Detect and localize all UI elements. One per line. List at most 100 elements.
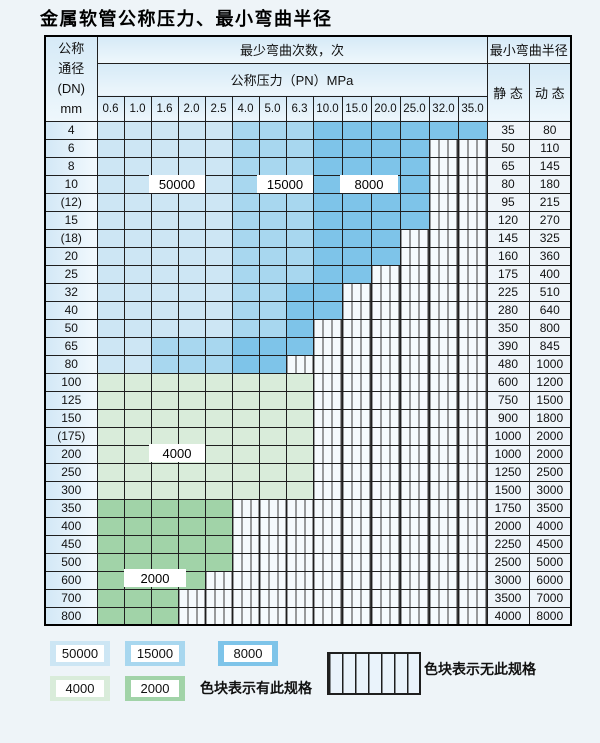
spec-cell-50000: [150, 192, 179, 212]
no-spec-cell: [457, 534, 488, 554]
dynamic-radius-cell: 1200: [528, 372, 572, 392]
no-spec-cell: [341, 444, 372, 464]
no-spec-cell: [399, 264, 430, 284]
pressure-col-header: 1.6: [150, 95, 179, 122]
dn-cell: 600: [44, 570, 98, 590]
spec-cell-50000: [204, 246, 233, 266]
no-spec-cell: [370, 462, 401, 482]
spec-cell-50000: [150, 156, 179, 176]
spec-cell-50000: [177, 156, 206, 176]
pressure-col-header: 20.0: [370, 95, 401, 122]
spec-cell-8000: [341, 138, 372, 158]
no-spec-cell: [370, 336, 401, 356]
spec-cell-50000: [150, 120, 179, 140]
spec-cell-50000: [123, 156, 152, 176]
no-spec-cell: [258, 534, 287, 554]
spec-cell-15000: [231, 138, 260, 158]
spec-cell-50000: [150, 210, 179, 230]
spec-cell-4000: [123, 372, 152, 392]
no-spec-cell: [312, 408, 343, 428]
no-spec-cell: [399, 498, 430, 518]
static-radius-cell: 350: [486, 318, 530, 338]
spec-cell-50000: [150, 300, 179, 320]
spec-cell-8000: [399, 138, 430, 158]
no-spec-cell: [428, 444, 459, 464]
no-spec-cell: [399, 426, 430, 446]
dn-cell: 25: [44, 264, 98, 284]
spec-cell-8000: [312, 138, 343, 158]
static-radius-cell: 3500: [486, 588, 530, 608]
no-spec-cell: [457, 300, 488, 320]
spec-cell-8000: [341, 192, 372, 212]
table-row-dn-32: 32 225 510: [44, 282, 572, 302]
dynamic-radius-cell: 215: [528, 192, 572, 212]
spec-cell-2000: [204, 552, 233, 572]
no-spec-cell: [312, 444, 343, 464]
dynamic-radius-cell: 145: [528, 156, 572, 176]
no-spec-cell: [428, 588, 459, 608]
pressure-col-header: 6.3: [285, 95, 314, 122]
spec-cell-2000: [177, 516, 206, 536]
dn-header-line3: (DN): [57, 80, 85, 96]
pressure-col-header: 25.0: [399, 95, 430, 122]
static-radius-cell: 4000: [486, 606, 530, 626]
spec-cell-8000: [341, 228, 372, 248]
dynamic-radius-cell: 80: [528, 120, 572, 140]
no-spec-cell: [399, 570, 430, 590]
no-spec-cell: [457, 210, 488, 230]
spec-cell-4000: [285, 372, 314, 392]
spec-cell-50000: [123, 336, 152, 356]
spec-cell-8000: [399, 120, 430, 140]
legend-swatch-8000-label: 8000: [224, 645, 272, 662]
static-radius-cell: 2250: [486, 534, 530, 554]
no-spec-cell: [370, 588, 401, 608]
static-radius-cell: 65: [486, 156, 530, 176]
spec-cell-50000: [204, 228, 233, 248]
static-radius-cell: 1000: [486, 426, 530, 446]
spec-cell-50000: [177, 318, 206, 338]
spec-cell-8000: [399, 210, 430, 230]
pressure-col-header: 5.0: [258, 95, 287, 122]
no-spec-cell: [312, 570, 343, 590]
spec-cell-15000: [231, 192, 260, 212]
no-spec-cell: [258, 552, 287, 572]
no-spec-cell: [312, 318, 343, 338]
no-spec-cell: [457, 174, 488, 194]
spec-cell-50000: [177, 120, 206, 140]
no-spec-cell: [428, 480, 459, 500]
no-spec-cell: [399, 390, 430, 410]
dynamic-radius-cell: 360: [528, 246, 572, 266]
spec-cell-50000: [123, 282, 152, 302]
spec-cell-2000: [150, 588, 179, 608]
no-spec-cell: [312, 588, 343, 608]
static-radius-cell: 1750: [486, 498, 530, 518]
cycles-zone-label-15000: 15000: [257, 175, 313, 193]
dn-cell: 250: [44, 462, 98, 482]
spec-cell-8000: [258, 336, 287, 356]
no-spec-cell: [399, 300, 430, 320]
dn-header-line2: 通径: [58, 60, 85, 76]
dn-cell: 500: [44, 552, 98, 572]
no-spec-cell: [370, 282, 401, 302]
spec-cell-8000: [370, 138, 401, 158]
no-spec-cell: [258, 498, 287, 518]
dn-cell: 50: [44, 318, 98, 338]
no-spec-cell: [312, 552, 343, 572]
table-row-dn-125: 125 750 1500: [44, 390, 572, 410]
dn-cell: 8: [44, 156, 98, 176]
spec-cell-2000: [150, 606, 179, 626]
static-radius-cell: 1250: [486, 462, 530, 482]
pressure-col-header: 15.0: [341, 95, 372, 122]
spec-cell-8000: [341, 210, 372, 230]
no-spec-cell: [428, 408, 459, 428]
spec-cell-50000: [96, 318, 125, 338]
no-spec-cell: [312, 426, 343, 446]
spec-cell-4000: [231, 408, 260, 428]
spec-cell-2000: [123, 588, 152, 608]
spec-table-container: 公称 通径 (DN) mm 最少弯曲次数，次 最小弯曲半径 公称压力（PN）MP…: [44, 35, 573, 626]
spec-cell-8000: [312, 120, 343, 140]
no-spec-cell: [231, 552, 260, 572]
no-spec-cell: [370, 570, 401, 590]
legend-swatch-2000-label: 2000: [131, 680, 179, 697]
spec-cell-15000: [231, 264, 260, 284]
